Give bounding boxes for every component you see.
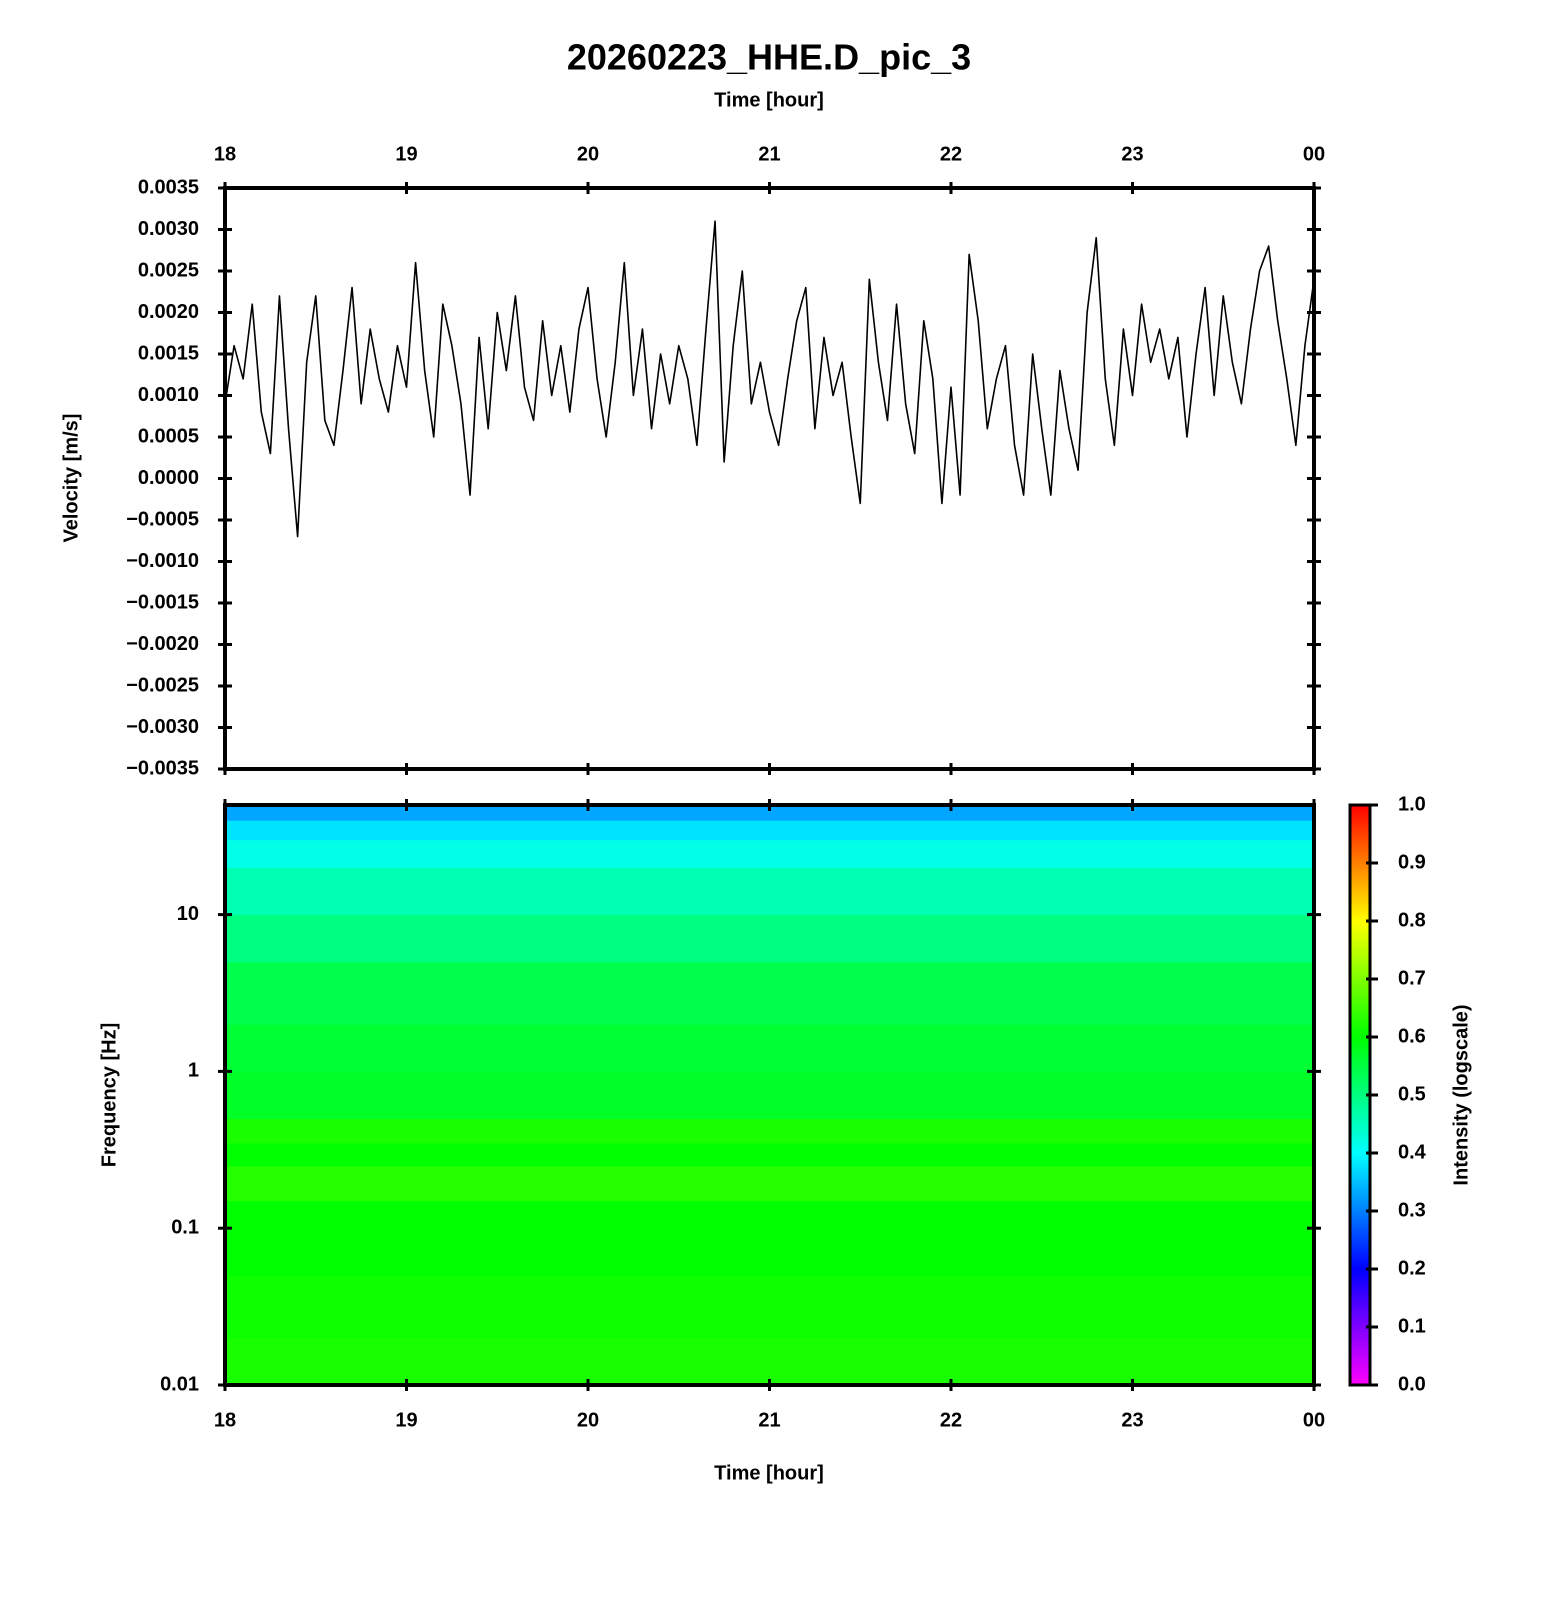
heatmap-cell <box>225 1118 1314 1144</box>
heatmap-cell <box>225 914 1314 963</box>
heatmap-cell <box>225 820 1314 841</box>
x-axis-label: Time [hour] <box>714 1462 824 1484</box>
y-tick-label: 0.01 <box>160 1373 199 1395</box>
colorbar-tick-label: 0.2 <box>1398 1257 1426 1279</box>
heatmap-cells <box>225 805 1314 1386</box>
heatmap-cell <box>225 1142 1314 1167</box>
colorbar-label: Intensity (logscale) <box>1450 1004 1472 1185</box>
trace <box>224 220 1315 538</box>
heatmap-cell <box>225 1337 1314 1386</box>
x-axis-label: Time [hour] <box>714 89 824 111</box>
x-tick-label: 20 <box>577 1409 599 1431</box>
y-tick-label: −0.0015 <box>126 591 199 613</box>
y-axis-label: Frequency [Hz] <box>98 1023 120 1167</box>
x-tick-label: 22 <box>940 143 962 165</box>
plot-frame <box>223 803 1316 1387</box>
colorbar-tick-label: 0.4 <box>1398 1141 1427 1163</box>
x-tick-label: 23 <box>1121 143 1143 165</box>
heatmap-cell <box>225 1275 1314 1339</box>
y-tick-label: 10 <box>177 903 199 925</box>
y-tick-label: 0.0015 <box>138 342 199 364</box>
y-tick-label: −0.0005 <box>126 508 199 530</box>
colorbar-tick-label: 0.0 <box>1398 1373 1426 1395</box>
heatmap-cell <box>225 1165 1314 1202</box>
y-tick-label: −0.0035 <box>126 757 199 779</box>
heatmap-cell <box>225 867 1314 916</box>
heatmap-cell <box>225 805 1314 821</box>
y-tick-label: 1 <box>188 1060 199 1082</box>
heatmap-cell <box>225 1200 1314 1229</box>
y-tick-label: 0.0000 <box>138 467 199 489</box>
plot-frame <box>223 186 1316 771</box>
x-tick-label: 00 <box>1303 143 1325 165</box>
colorbar-tick-label: 0.3 <box>1398 1199 1426 1221</box>
x-tick-label: 19 <box>395 1409 417 1431</box>
y-tick-label: 0.1 <box>171 1216 199 1238</box>
x-tick-label: 21 <box>758 1409 780 1431</box>
x-tick-label: 20 <box>577 143 599 165</box>
colorbar-tick-label: 0.1 <box>1398 1315 1426 1337</box>
y-tick-label: 0.0025 <box>138 259 199 281</box>
heatmap-cell <box>225 961 1314 1025</box>
x-tick-label: 00 <box>1303 1409 1325 1431</box>
colorbar-tick-label: 0.9 <box>1398 851 1426 873</box>
colorbar-tick-label: 1.0 <box>1398 793 1426 815</box>
chart-title: 20260223_HHE.D_pic_3 <box>567 37 971 78</box>
colorbar-tick-label: 0.8 <box>1398 909 1426 931</box>
y-tick-label: −0.0010 <box>126 550 199 572</box>
y-tick-label: −0.0030 <box>126 716 199 738</box>
y-tick-label: 0.0005 <box>138 425 199 447</box>
y-axis-label: Velocity [m/s] <box>60 414 82 543</box>
heatmap-cell <box>225 1071 1314 1120</box>
colorbar-tick-label: 0.7 <box>1398 967 1426 989</box>
x-tick-label: 22 <box>940 1409 962 1431</box>
y-tick-label: 0.0010 <box>138 384 199 406</box>
y-tick-label: −0.0020 <box>126 633 199 655</box>
y-tick-label: 0.0030 <box>138 218 199 240</box>
colorbar-tick-label: 0.6 <box>1398 1025 1426 1047</box>
y-tick-label: 0.0020 <box>138 301 199 323</box>
heatmap-cell <box>225 1228 1314 1276</box>
heatmap-cell <box>225 839 1314 868</box>
colorbar-tick-label: 0.5 <box>1398 1083 1426 1105</box>
y-tick-label: 0.0035 <box>138 176 199 198</box>
heatmap-cell <box>225 1024 1314 1072</box>
y-tick-label: −0.0025 <box>126 674 199 696</box>
x-tick-label: 18 <box>214 1409 236 1431</box>
x-tick-label: 19 <box>395 143 417 165</box>
x-tick-label: 21 <box>758 143 780 165</box>
x-tick-label: 23 <box>1121 1409 1143 1431</box>
x-tick-label: 18 <box>214 143 236 165</box>
